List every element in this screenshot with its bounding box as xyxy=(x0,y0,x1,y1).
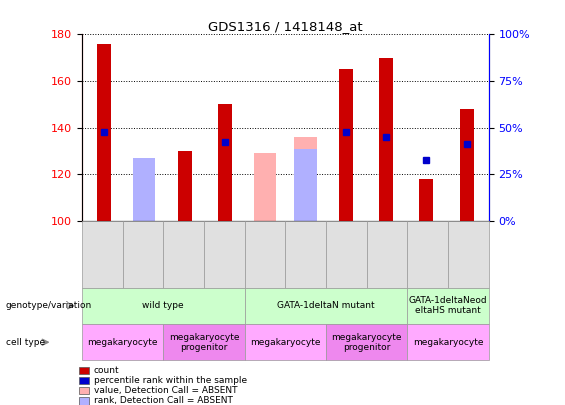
Bar xyxy=(133,174,155,221)
Text: genotype/variation: genotype/variation xyxy=(6,301,92,310)
Bar xyxy=(294,137,316,221)
Bar xyxy=(379,58,393,221)
Bar xyxy=(133,158,155,221)
Bar xyxy=(254,153,276,221)
Text: rank, Detection Call = ABSENT: rank, Detection Call = ABSENT xyxy=(94,396,233,405)
Text: megakaryocyte: megakaryocyte xyxy=(250,338,320,347)
Text: megakaryocyte: megakaryocyte xyxy=(88,338,158,347)
Text: megakaryocyte
progenitor: megakaryocyte progenitor xyxy=(332,333,402,352)
Bar xyxy=(294,149,316,221)
Text: GATA-1deltaNeod
eltaHS mutant: GATA-1deltaNeod eltaHS mutant xyxy=(408,296,488,315)
Text: count: count xyxy=(94,366,119,375)
Text: cell type: cell type xyxy=(6,338,45,347)
Text: GATA-1deltaN mutant: GATA-1deltaN mutant xyxy=(277,301,375,310)
Bar xyxy=(97,44,111,221)
Text: value, Detection Call = ABSENT: value, Detection Call = ABSENT xyxy=(94,386,237,395)
Bar xyxy=(338,69,353,221)
Title: GDS1316 / 1418148_at: GDS1316 / 1418148_at xyxy=(208,20,363,33)
Bar xyxy=(177,151,192,221)
Text: percentile rank within the sample: percentile rank within the sample xyxy=(94,376,247,385)
Bar xyxy=(419,179,433,221)
Bar xyxy=(459,109,473,221)
Bar xyxy=(218,104,232,221)
Text: wild type: wild type xyxy=(142,301,184,310)
Text: megakaryocyte: megakaryocyte xyxy=(413,338,483,347)
Text: megakaryocyte
progenitor: megakaryocyte progenitor xyxy=(169,333,239,352)
